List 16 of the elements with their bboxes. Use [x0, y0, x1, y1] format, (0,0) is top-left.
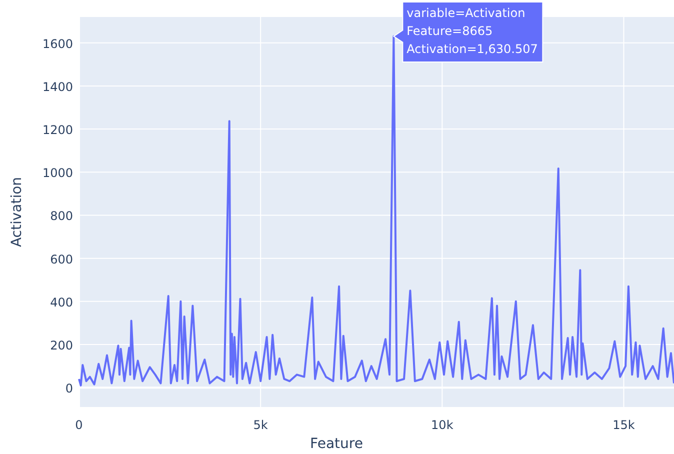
x-tick-label: 5k — [253, 418, 268, 432]
y-tick-label: 800 — [50, 209, 73, 224]
y-tick-label: 1600 — [42, 36, 73, 51]
annotation: variable=Activation Feature=8665 Activation=1,630.507 — [406, 6, 538, 56]
y-tick-label: 1000 — [42, 166, 73, 180]
y-axis-title: Activation — [9, 176, 25, 248]
x-tick-label: 10k — [431, 418, 454, 432]
x-tick-label: 15k — [612, 418, 635, 432]
y-tick-label: 0 — [65, 382, 73, 396]
y-tick-label: 200 — [50, 338, 73, 353]
x-tick-label: 0 — [75, 418, 83, 432]
y-tick-label: 600 — [50, 252, 73, 266]
y-tick-label: 400 — [50, 295, 73, 310]
x-axis-title: Feature — [310, 436, 363, 452]
y-tick-label: 1200 — [42, 123, 73, 138]
y-tick-label: 1400 — [42, 80, 73, 94]
